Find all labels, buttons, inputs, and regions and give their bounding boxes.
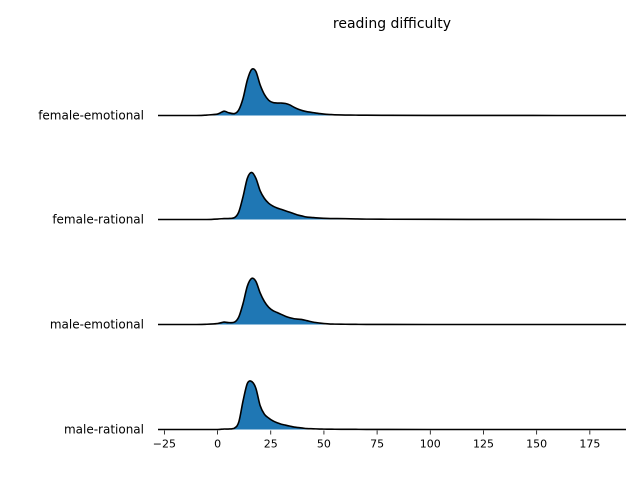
category-label-female-emotional: female-emotional xyxy=(38,109,144,123)
chart-title: reading difficulty xyxy=(333,16,451,32)
ridges-group: female-emotional female-rational male-emot… xyxy=(38,67,626,437)
x-tick-label: 50 xyxy=(317,438,331,451)
ridge-area-female-emotional xyxy=(158,68,626,116)
ridge-area-male-rational xyxy=(158,380,626,430)
ridge-line-female-emotional xyxy=(158,67,626,117)
x-tick-label: 100 xyxy=(420,438,441,451)
x-tick-label: 175 xyxy=(579,438,600,451)
x-tick-label: 25 xyxy=(264,438,278,451)
x-axis-ticks: −25 0 25 50 75 100 125 150 175 xyxy=(153,430,600,451)
ridge-area-male-emotional xyxy=(158,278,626,325)
ridge-area-female-rational xyxy=(158,172,626,220)
x-tick-label: −25 xyxy=(153,438,176,451)
x-tick-label: 150 xyxy=(526,438,547,451)
category-label-male-emotional: male-emotional xyxy=(50,318,144,332)
ridge-line-female-rational xyxy=(158,171,626,221)
ridge-line-male-rational xyxy=(158,380,626,431)
category-label-male-rational: male-rational xyxy=(64,423,144,437)
ridge-line-male-emotional xyxy=(158,277,626,326)
category-label-female-rational: female-rational xyxy=(52,213,144,227)
x-tick-label: 0 xyxy=(214,438,221,451)
x-tick-label: 75 xyxy=(370,438,384,451)
x-tick-label: 125 xyxy=(473,438,494,451)
